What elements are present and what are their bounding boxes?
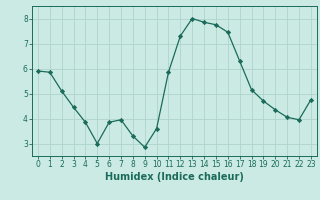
- X-axis label: Humidex (Indice chaleur): Humidex (Indice chaleur): [105, 172, 244, 182]
